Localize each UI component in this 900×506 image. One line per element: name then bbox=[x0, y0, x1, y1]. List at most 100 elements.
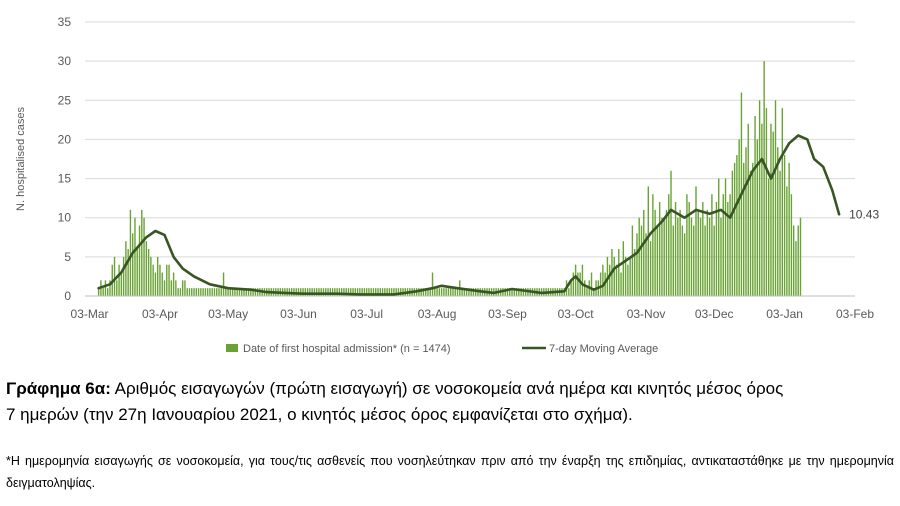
bar bbox=[572, 272, 575, 296]
caption-label: Γράφημα 6α: bbox=[6, 379, 111, 398]
bar bbox=[202, 288, 204, 296]
bar bbox=[188, 288, 191, 296]
bar bbox=[720, 217, 722, 296]
bar bbox=[774, 100, 777, 297]
bar bbox=[331, 288, 334, 296]
bar bbox=[724, 178, 727, 296]
bar bbox=[345, 288, 347, 296]
bar bbox=[770, 123, 772, 297]
bar bbox=[381, 288, 384, 296]
bar bbox=[790, 194, 793, 296]
bar bbox=[727, 202, 729, 296]
bar bbox=[445, 288, 447, 296]
bar bbox=[765, 108, 768, 296]
bar bbox=[681, 225, 684, 296]
bar bbox=[213, 288, 216, 296]
bar bbox=[599, 272, 602, 296]
bar bbox=[395, 288, 397, 296]
bar bbox=[147, 249, 150, 296]
bar bbox=[679, 209, 681, 296]
bar bbox=[649, 241, 652, 296]
bar bbox=[320, 288, 322, 296]
bar bbox=[352, 288, 354, 296]
bar bbox=[463, 288, 466, 296]
moving-average-line bbox=[97, 134, 841, 296]
bar bbox=[754, 115, 756, 296]
bar bbox=[693, 225, 695, 296]
bar bbox=[197, 288, 200, 296]
bar bbox=[745, 147, 747, 296]
legend-label-bars: Date of first hospital admission* (n = 1… bbox=[243, 343, 451, 355]
bar bbox=[322, 288, 325, 296]
bar bbox=[168, 264, 170, 296]
bar bbox=[581, 264, 584, 296]
bar bbox=[652, 194, 654, 296]
bar bbox=[586, 288, 588, 296]
bar bbox=[334, 288, 336, 296]
bar bbox=[661, 217, 663, 296]
bar bbox=[359, 288, 361, 296]
bar bbox=[211, 288, 213, 296]
bar bbox=[184, 280, 186, 296]
bar bbox=[690, 217, 693, 296]
bar bbox=[372, 288, 375, 296]
bar bbox=[166, 264, 168, 296]
bar bbox=[722, 194, 724, 296]
bar bbox=[593, 288, 595, 296]
bar bbox=[663, 217, 665, 296]
bar bbox=[645, 233, 647, 296]
caption-text-2: 7 ημερών (την 27η Ιανουαρίου 2021, ο κιν… bbox=[6, 405, 633, 424]
bar bbox=[781, 108, 784, 296]
bar bbox=[474, 288, 477, 296]
bar bbox=[390, 288, 393, 296]
bar bbox=[699, 217, 702, 296]
bar bbox=[788, 162, 790, 296]
bar bbox=[654, 209, 656, 296]
bar bbox=[206, 288, 209, 296]
bar bbox=[256, 288, 259, 296]
bar bbox=[393, 288, 395, 296]
bar bbox=[220, 288, 222, 296]
x-tick-label: 03-Jul bbox=[350, 307, 383, 321]
bar bbox=[388, 288, 391, 296]
x-tick-label: 03-Jan bbox=[766, 307, 803, 321]
bar bbox=[468, 288, 470, 296]
bar bbox=[177, 288, 179, 296]
bar bbox=[172, 272, 175, 296]
bar bbox=[245, 288, 247, 296]
y-tick-label: 30 bbox=[58, 54, 72, 68]
bar bbox=[658, 202, 661, 296]
figure-caption: Γράφημα 6α: Αριθμός εισαγωγών (πρώτη εισ… bbox=[6, 376, 894, 428]
bar bbox=[672, 225, 674, 296]
bar bbox=[715, 202, 718, 296]
bar bbox=[713, 225, 715, 296]
bar bbox=[370, 288, 372, 296]
bar bbox=[429, 288, 431, 296]
bar bbox=[704, 225, 706, 296]
bar bbox=[742, 162, 745, 296]
bar bbox=[613, 256, 615, 296]
x-tick-label: 03-May bbox=[208, 307, 248, 321]
bar bbox=[767, 178, 770, 296]
bar bbox=[736, 155, 738, 296]
bar bbox=[227, 288, 229, 296]
bar bbox=[756, 139, 759, 296]
bar bbox=[749, 170, 752, 296]
bar bbox=[311, 288, 313, 296]
bar bbox=[438, 288, 441, 296]
bar bbox=[134, 217, 136, 296]
bar bbox=[216, 288, 218, 296]
y-axis-title: N. hospitalised cases bbox=[15, 107, 27, 211]
x-tick-label: 03-Aug bbox=[418, 307, 457, 321]
bar bbox=[297, 288, 300, 296]
bar bbox=[375, 288, 377, 296]
bar bbox=[643, 209, 645, 296]
bar bbox=[799, 217, 802, 296]
bar bbox=[250, 288, 252, 296]
bar bbox=[129, 209, 132, 296]
bar bbox=[116, 280, 118, 296]
bar bbox=[318, 288, 320, 296]
bar bbox=[131, 233, 134, 296]
bar bbox=[400, 288, 402, 296]
bar bbox=[222, 272, 225, 296]
